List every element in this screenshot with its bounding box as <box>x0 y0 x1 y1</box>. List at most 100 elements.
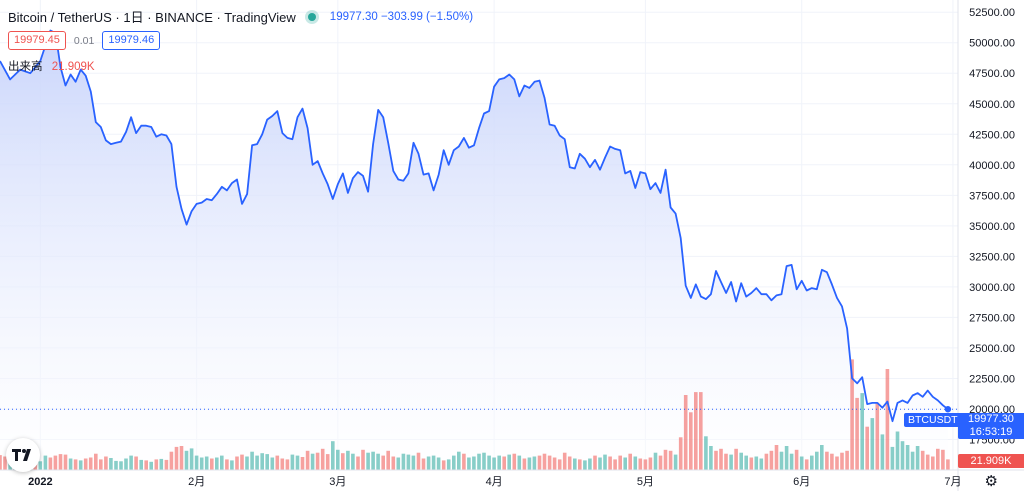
symbol-tag: BTCUSDT <box>904 413 962 427</box>
buy-price-button[interactable]: 19979.46 <box>102 31 161 50</box>
y-tick-label: 42500.00 <box>969 129 1015 141</box>
volume-bar <box>925 454 930 470</box>
spread-value: 0.01 <box>73 34 95 47</box>
volume-bar <box>603 454 607 470</box>
volume-bar <box>457 451 461 470</box>
volume-bar <box>371 451 375 470</box>
volume-bar <box>240 454 244 470</box>
volume-bar <box>109 458 113 470</box>
volume-bar <box>532 456 537 470</box>
volume-bar <box>875 402 880 470</box>
y-tick-label: 47500.00 <box>969 68 1015 80</box>
volume-bar <box>280 458 285 470</box>
y-tick-label: 52500.00 <box>969 7 1015 19</box>
gear-icon[interactable]: ⚙ <box>984 473 998 490</box>
volume-bar <box>694 392 698 470</box>
volume-bar <box>910 451 915 470</box>
volume-bar <box>366 452 370 470</box>
volume-bar <box>477 453 481 470</box>
volume-bar <box>764 453 769 470</box>
volume-bar <box>104 456 108 470</box>
volume-bar <box>38 461 43 470</box>
x-tick-label: 2月 <box>188 476 205 488</box>
volume-bar <box>315 452 320 470</box>
volume-bar <box>431 455 436 470</box>
volume-legend[interactable]: 出来高 21.909K <box>8 58 95 74</box>
volume-bar <box>331 441 335 470</box>
volume-bar <box>643 459 648 470</box>
volume-bar <box>472 456 476 470</box>
volume-bar <box>583 460 587 470</box>
volume-bar <box>270 457 275 470</box>
volume-bar <box>835 456 839 470</box>
volume-bar <box>689 412 693 470</box>
sell-price-button[interactable]: 19979.45 <box>8 31 66 50</box>
volume-bar <box>83 458 88 470</box>
volume-bar <box>729 454 733 470</box>
volume-bar <box>774 445 779 470</box>
volume-bar <box>628 453 632 470</box>
volume-bar <box>487 455 491 470</box>
volume-bar <box>441 460 446 470</box>
volume-bar <box>749 457 754 470</box>
y-tick-label: 27500.00 <box>969 312 1015 324</box>
volume-bar <box>744 455 748 470</box>
volume-bar <box>462 453 466 470</box>
y-tick-label: 22500.00 <box>969 373 1015 385</box>
volume-bar <box>341 453 345 470</box>
volume-bar <box>517 455 522 470</box>
last-price-tag: 19977.30 16:53:19 <box>958 413 1024 439</box>
volume-bar <box>189 448 194 470</box>
volume-bar <box>810 455 814 470</box>
volume-bar <box>421 458 426 470</box>
volume-bar <box>43 455 48 470</box>
volume-bar <box>547 455 552 470</box>
volume-bar <box>845 450 849 470</box>
volume-bar <box>931 456 935 470</box>
volume-bar <box>946 459 950 470</box>
symbol-title[interactable]: Bitcoin / TetherUS · 1日 · BINANCE · Trad… <box>8 10 296 25</box>
volume-bar <box>452 455 456 470</box>
volume-bar <box>815 451 819 470</box>
volume-bar <box>230 460 234 470</box>
volume-bar <box>361 449 365 470</box>
volume-bar <box>557 459 562 470</box>
volume-bar <box>3 456 7 470</box>
volume-bar <box>401 453 406 470</box>
volume-tag: 21.909K <box>958 454 1024 468</box>
volume-bar <box>633 456 638 470</box>
volume-bar <box>668 450 673 470</box>
volume-bar <box>482 452 486 470</box>
volume-bar <box>159 458 164 470</box>
volume-bar <box>552 457 557 470</box>
volume-bar <box>0 455 2 470</box>
x-tick-label: 7月 <box>944 476 961 488</box>
volume-bar <box>204 456 209 470</box>
volume-bar <box>820 445 824 470</box>
volume-bar <box>784 446 789 470</box>
volume-bar <box>759 458 764 470</box>
volume-bar <box>446 459 451 470</box>
volume-bar <box>794 449 799 470</box>
volume-bar <box>663 449 668 470</box>
volume-bar <box>225 459 229 470</box>
volume-bar <box>638 458 643 470</box>
y-tick-label: 20000.00 <box>969 404 1015 416</box>
volume-bar <box>310 453 315 470</box>
volume-bar <box>48 457 53 470</box>
volume-bar <box>608 456 612 470</box>
volume-bar <box>416 452 421 470</box>
y-tick-label: 40000.00 <box>969 160 1015 172</box>
volume-bar <box>260 453 264 470</box>
volume-bar <box>386 450 390 470</box>
tradingview-logo-icon[interactable] <box>6 438 40 472</box>
y-tick-label: 35000.00 <box>969 221 1015 233</box>
last-price-value: 19977.30 <box>968 413 1014 425</box>
volume-bar <box>719 448 723 470</box>
volume-bar <box>381 455 385 470</box>
volume-bar <box>769 450 774 470</box>
volume-bar <box>920 450 925 470</box>
volume-bar <box>618 455 622 470</box>
